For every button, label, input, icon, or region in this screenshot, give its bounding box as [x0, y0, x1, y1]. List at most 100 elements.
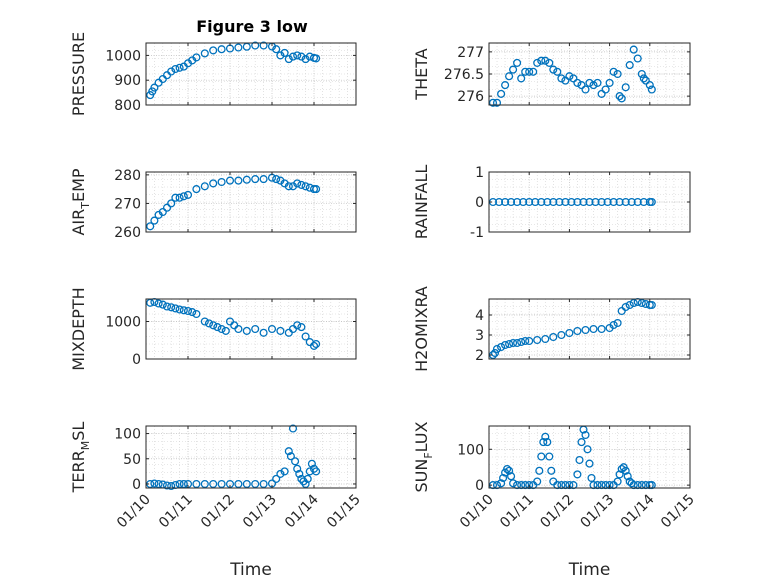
data-point: [533, 477, 542, 486]
data-point: [175, 63, 184, 72]
y-tick-label: 3: [475, 328, 484, 344]
x-tick-label: 01/15: [658, 492, 698, 532]
data-point: [553, 67, 562, 76]
data-point: [501, 340, 510, 350]
data-point: [209, 321, 218, 330]
data-point: [633, 54, 642, 63]
data-point: [490, 348, 500, 358]
data-point: [507, 472, 516, 481]
y-tick-label: 100: [457, 442, 484, 458]
data-point: [209, 46, 218, 55]
data-point: [525, 67, 534, 76]
y-axis-label: RAINFALL: [412, 165, 431, 240]
data-point: [234, 176, 243, 185]
data-point: [312, 467, 321, 476]
data-point: [529, 67, 538, 76]
data-point: [286, 452, 295, 461]
data-point: [505, 339, 514, 349]
data-point: [625, 300, 634, 310]
data-point: [629, 298, 638, 308]
data-point: [513, 58, 522, 67]
y-axis-label: MIXDEPTH: [69, 287, 88, 370]
data-point: [154, 299, 163, 308]
data-point: [587, 473, 596, 483]
data-point: [276, 469, 285, 478]
data-point: [501, 197, 510, 207]
x-tick-label: 01/15: [324, 492, 364, 532]
data-point: [519, 197, 528, 207]
data-point: [171, 304, 180, 313]
data-point: [307, 459, 316, 468]
data-point: [543, 438, 552, 447]
y-tick-label: 276: [457, 89, 484, 105]
data-point: [585, 78, 594, 87]
data-point: [146, 222, 155, 231]
data-point: [639, 74, 648, 83]
data-point: [603, 197, 612, 207]
y-tick-label: 0: [475, 195, 484, 211]
data-point: [609, 197, 618, 207]
data-point: [581, 85, 590, 94]
data-point: [162, 302, 172, 311]
x-axis-label: Time: [568, 560, 611, 580]
data-point: [581, 325, 590, 335]
data-point: [561, 197, 570, 207]
subplot-8: 0 100 SUNFLUX 01/10 01/11 01/12 01/13 01/14 01/1…: [412, 421, 698, 580]
data-point: [259, 41, 268, 50]
data-point: [295, 469, 304, 478]
data-point: [272, 474, 281, 483]
data-point: [217, 324, 226, 334]
data-point: [513, 338, 522, 348]
data-point: [513, 197, 522, 207]
data-point: [621, 83, 630, 92]
y-tick-label: 1: [475, 165, 484, 181]
data-point: [573, 78, 582, 87]
x-tick-label: 01/12: [537, 492, 577, 532]
data-point: [549, 197, 558, 207]
data-point: [213, 323, 222, 332]
data-point: [581, 430, 590, 440]
data-point: [533, 58, 542, 67]
subplot-1: 800 900 1000 PRESSURE: [69, 32, 357, 116]
y-tick-label: 270: [114, 196, 141, 212]
y-axis-label: AIRTEMP: [69, 168, 92, 235]
data-point: [221, 326, 230, 335]
data-point: [204, 319, 214, 328]
data-point: [615, 92, 624, 101]
data-point: [167, 199, 176, 208]
data-point: [609, 67, 618, 76]
data-point: [171, 64, 180, 74]
data-point: [615, 197, 624, 207]
y-tick-label: 276.5: [444, 67, 484, 83]
data-point: [597, 324, 606, 334]
data-point: [549, 332, 558, 342]
data-point: [627, 197, 636, 207]
data-point: [234, 43, 243, 52]
data-point: [637, 69, 646, 79]
y-tick-label: 2: [475, 348, 484, 364]
data-point: [150, 479, 159, 488]
data-point: [251, 41, 260, 50]
y-tick-label: 1000: [105, 315, 141, 331]
data-point: [303, 474, 312, 483]
y-axis-label: PRESSURE: [69, 32, 88, 116]
data-point: [297, 180, 306, 189]
data-point: [175, 193, 184, 202]
axes-frame: [145, 171, 357, 233]
data-point: [499, 473, 508, 483]
data-point: [175, 305, 184, 314]
data-point: [301, 332, 310, 341]
data-point: [234, 324, 243, 334]
data-point: [150, 83, 159, 92]
data-point: [150, 216, 159, 225]
data-point: [629, 45, 638, 54]
data-point: [647, 85, 656, 94]
data-point: [158, 207, 167, 217]
y-axis-label: TERRMSL: [69, 422, 92, 494]
data-point: [162, 481, 172, 490]
data-point: [589, 81, 598, 90]
data-point: [293, 464, 302, 473]
data-point: [579, 197, 588, 207]
data-point: [641, 76, 650, 85]
